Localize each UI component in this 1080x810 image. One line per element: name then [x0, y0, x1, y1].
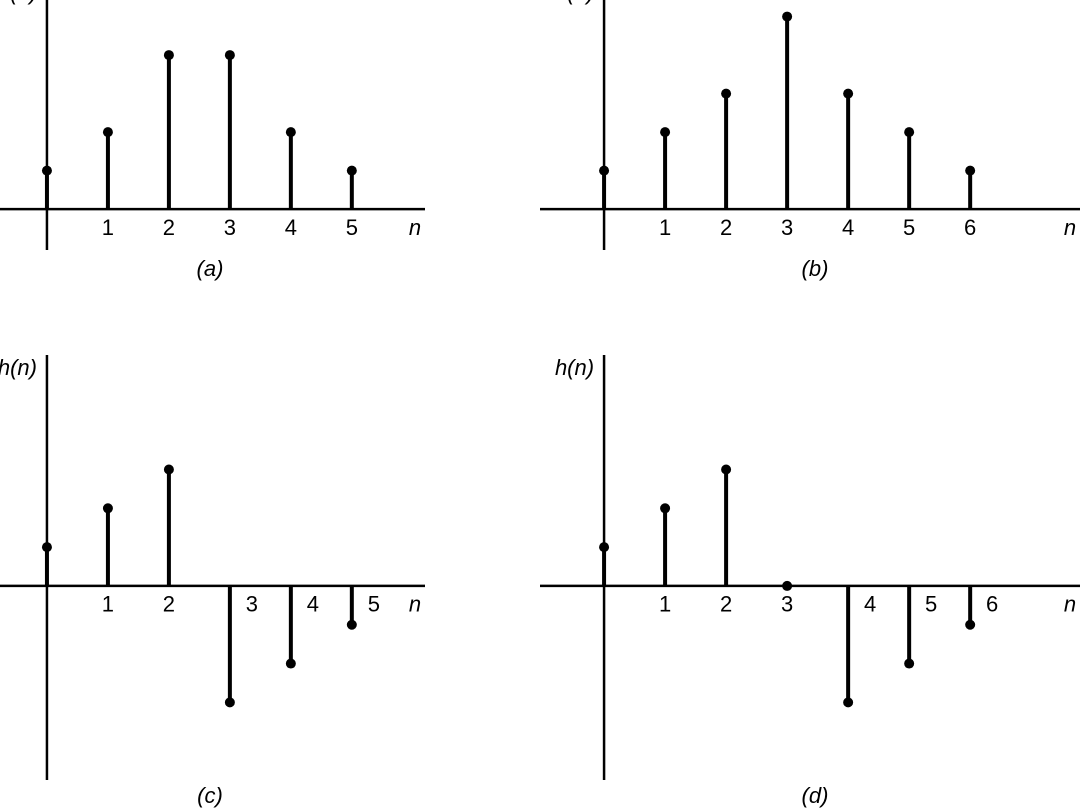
x-tick-label: 5: [925, 592, 937, 617]
x-axis-label: n: [1064, 592, 1076, 617]
stem-marker: [965, 619, 976, 630]
stem-marker: [904, 127, 915, 138]
stem-marker: [599, 165, 610, 176]
stem-marker: [904, 658, 915, 669]
stem-marker: [224, 697, 235, 708]
x-tick-label: 4: [842, 215, 854, 240]
stem-marker: [285, 127, 296, 138]
x-tick-label: 6: [986, 592, 998, 617]
stem-marker: [102, 127, 113, 138]
x-tick-label: 3: [224, 215, 236, 240]
stem-marker: [41, 542, 52, 553]
x-tick-label: 1: [659, 592, 671, 617]
x-tick-label: 5: [903, 215, 915, 240]
x-tick-label: 3: [781, 592, 793, 617]
stem-marker: [346, 165, 357, 176]
x-tick-label: 4: [307, 592, 319, 617]
x-tick-label: 3: [781, 215, 793, 240]
x-tick-label: 2: [720, 592, 732, 617]
stem-marker: [782, 11, 793, 22]
caption: (d): [802, 783, 829, 808]
stem-marker: [721, 464, 732, 475]
y-axis-label: h(n): [555, 0, 594, 5]
x-axis-label: n: [409, 592, 421, 617]
stem-marker: [843, 88, 854, 99]
stem-marker: [599, 542, 610, 553]
x-tick-label: 4: [285, 215, 297, 240]
x-tick-label: 2: [163, 592, 175, 617]
x-axis-label: n: [409, 215, 421, 240]
x-tick-label: 1: [102, 592, 114, 617]
x-tick-label: 4: [864, 592, 876, 617]
stem-marker: [965, 165, 976, 176]
stem-marker: [163, 50, 174, 61]
stem-marker: [163, 464, 174, 475]
y-axis-label: h(n): [0, 0, 37, 5]
y-axis-label: h(n): [555, 355, 594, 380]
stem-marker: [41, 165, 52, 176]
stem-marker: [660, 503, 671, 514]
caption: (a): [197, 256, 224, 281]
x-axis-label: n: [1064, 215, 1076, 240]
stem-marker: [346, 619, 357, 630]
x-tick-label: 5: [368, 592, 380, 617]
stem-marker: [843, 697, 854, 708]
y-axis-label: h(n): [0, 355, 37, 380]
stem-marker: [721, 88, 732, 99]
x-tick-label: 1: [102, 215, 114, 240]
x-tick-label: 2: [720, 215, 732, 240]
stem-marker: [782, 580, 793, 591]
x-tick-label: 5: [346, 215, 358, 240]
x-tick-label: 1: [659, 215, 671, 240]
x-tick-label: 3: [246, 592, 258, 617]
stem-marker: [660, 127, 671, 138]
x-tick-label: 2: [163, 215, 175, 240]
caption: (b): [802, 256, 829, 281]
stem-marker: [102, 503, 113, 514]
caption: (c): [197, 783, 223, 808]
stem-marker: [285, 658, 296, 669]
stem-marker: [224, 50, 235, 61]
x-tick-label: 6: [964, 215, 976, 240]
